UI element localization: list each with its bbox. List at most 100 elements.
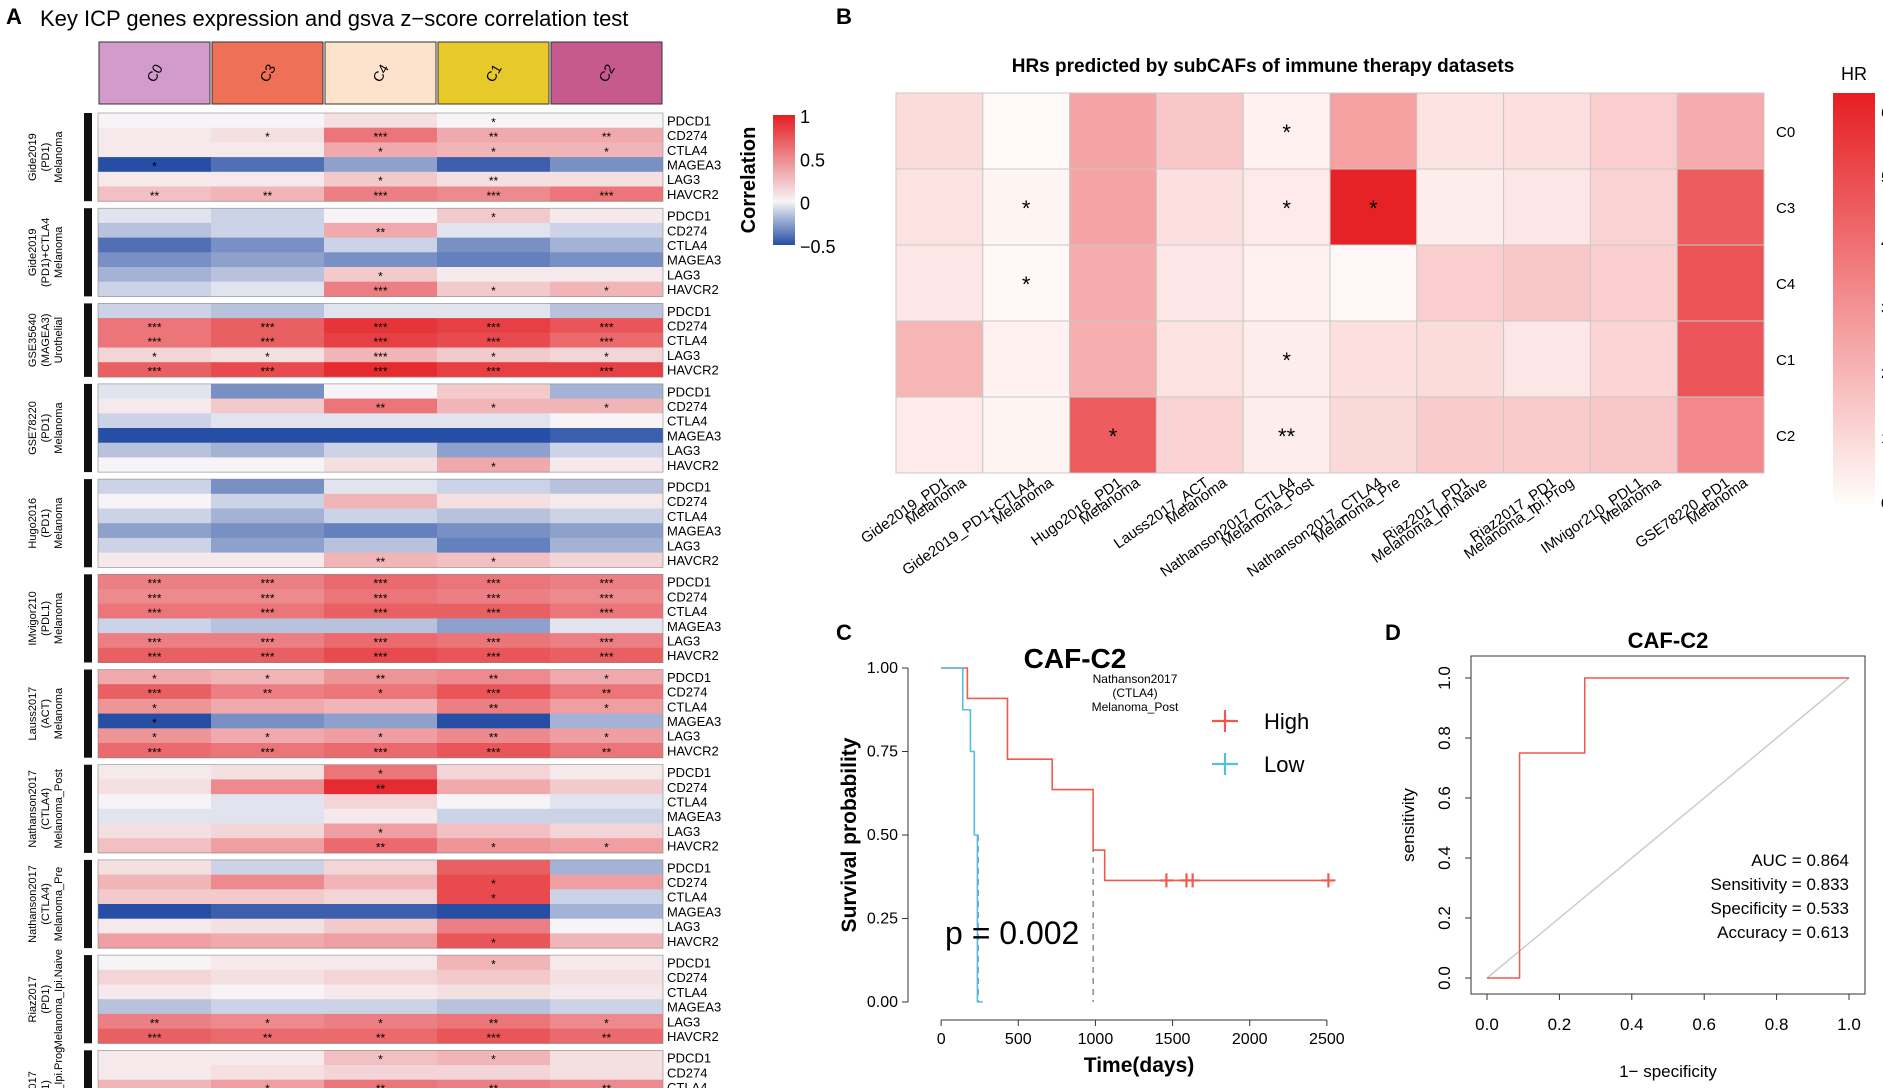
heatmap-cell xyxy=(437,332,550,348)
hr-significance: * xyxy=(1022,196,1031,221)
column-label-C0: C0 xyxy=(143,61,166,85)
hr-cell xyxy=(1416,396,1505,474)
hr-row-label: C1 xyxy=(1776,352,1795,369)
hr-cell xyxy=(1503,92,1591,170)
heatmap-cell xyxy=(437,552,550,568)
heatmap-cell xyxy=(324,574,437,590)
heatmap-cell xyxy=(324,222,437,239)
significance-stars: ** xyxy=(489,1016,499,1030)
heatmap-cell xyxy=(550,142,663,158)
x-tick-label: 2500 xyxy=(1309,1031,1345,1048)
hr-cell xyxy=(1416,92,1505,170)
hr-legend-tick: 4 xyxy=(1881,235,1883,252)
significance-stars: * xyxy=(604,731,609,745)
heatmap-cell xyxy=(211,808,324,824)
heatmap-cell xyxy=(550,222,663,239)
roc-stat: Accuracy = 0.613 xyxy=(1717,923,1849,942)
hr-cell xyxy=(1676,168,1765,246)
gene-label: HAVCR2 xyxy=(667,458,719,473)
panel-b-heatmap: HRs predicted by subCAFs of immune thera… xyxy=(858,56,1883,581)
significance-stars: * xyxy=(378,174,383,188)
heatmap-cell xyxy=(324,918,437,934)
heatmap-cell xyxy=(550,1013,663,1030)
hr-cell xyxy=(1676,92,1765,170)
y-tick-label: 0.2 xyxy=(1435,906,1454,930)
significance-stars: *** xyxy=(147,635,161,649)
heatmap-cell xyxy=(437,603,550,619)
dataset-label-8: Melanoma_Pre xyxy=(53,867,65,942)
heatmap-cell xyxy=(98,889,211,905)
heatmap-cell xyxy=(437,398,550,414)
heatmap-cell xyxy=(211,552,324,568)
hr-cell xyxy=(982,320,1071,398)
heatmap-cell xyxy=(98,457,211,473)
heatmap-cell xyxy=(211,713,324,729)
gene-label: CTLA4 xyxy=(667,1080,707,1088)
significance-stars: * xyxy=(491,841,496,855)
x-tick-label: 1.0 xyxy=(1837,1015,1861,1034)
heatmap-cell xyxy=(98,574,211,590)
heatmap-cell xyxy=(550,318,663,334)
dataset-block-border xyxy=(97,764,664,854)
column-header-C4 xyxy=(324,41,437,105)
heatmap-cell xyxy=(550,713,663,729)
significance-stars: *** xyxy=(373,350,387,364)
heatmap-cell xyxy=(98,698,211,715)
heatmap-cell xyxy=(324,1028,437,1044)
significance-stars: * xyxy=(491,460,496,474)
heatmap-cell xyxy=(324,838,437,854)
hr-cell xyxy=(1503,168,1591,246)
heatmap-cell xyxy=(437,413,550,429)
heatmap-cell xyxy=(324,237,437,253)
dataset-label-10: Riaz2017 xyxy=(27,1071,39,1088)
heatmap-cell xyxy=(324,208,437,224)
hr-cell xyxy=(1676,320,1765,398)
significance-stars: *** xyxy=(486,335,500,349)
gene-label: PDCD1 xyxy=(667,209,711,224)
dataset-label-2: GSE35640 xyxy=(27,313,39,367)
gene-label: LAG3 xyxy=(667,919,700,934)
heatmap-cell xyxy=(550,267,663,283)
x-axis-label: 1− specificity xyxy=(1619,1062,1717,1081)
x-tick-label: 1000 xyxy=(1078,1031,1114,1048)
x-tick-label: 0.6 xyxy=(1692,1015,1716,1034)
significance-stars: *** xyxy=(599,591,613,605)
panel-c-subtitle: (CTLA4) xyxy=(1112,686,1157,700)
hr-cell xyxy=(1155,396,1244,474)
heatmap-cell xyxy=(211,281,324,297)
y-axis-label: sensitivity xyxy=(1399,788,1418,862)
heatmap-cell xyxy=(98,413,211,429)
significance-stars: ** xyxy=(602,1082,612,1088)
heatmap-cell xyxy=(211,157,324,173)
gene-label: HAVCR2 xyxy=(667,934,719,949)
dataset-label-1: (PD1)+CTLA4 xyxy=(40,218,52,287)
heatmap-cell xyxy=(98,281,211,297)
heatmap-cell xyxy=(550,728,663,744)
hr-significance: * xyxy=(1282,120,1291,145)
significance-stars: *** xyxy=(486,577,500,591)
heatmap-cell xyxy=(550,457,663,473)
heatmap-cell xyxy=(98,493,211,509)
heatmap-cell xyxy=(324,493,437,509)
heatmap-cell xyxy=(437,823,550,839)
significance-stars: *** xyxy=(599,606,613,620)
heatmap-cell xyxy=(98,398,211,414)
heatmap-cell xyxy=(550,281,663,297)
heatmap-cell xyxy=(437,237,550,253)
roc-stat: Specificity = 0.533 xyxy=(1711,899,1849,918)
heatmap-cell xyxy=(437,318,550,334)
heatmap-cell xyxy=(211,1065,324,1081)
dataset-label-0: (PD1) xyxy=(40,143,52,172)
heatmap-cell xyxy=(98,618,211,634)
significance-stars: *** xyxy=(147,650,161,664)
significance-stars: *** xyxy=(599,577,613,591)
hr-legend-tick: 5 xyxy=(1881,170,1883,187)
heatmap-cell xyxy=(211,823,324,839)
y-axis-label: Survival probability xyxy=(838,737,861,932)
significance-stars: ** xyxy=(602,130,612,144)
heatmap-cell xyxy=(211,208,324,224)
panel-c-subtitle: Melanoma_Post xyxy=(1092,700,1179,714)
heatmap-cell xyxy=(98,1028,211,1044)
significance-stars: *** xyxy=(373,606,387,620)
